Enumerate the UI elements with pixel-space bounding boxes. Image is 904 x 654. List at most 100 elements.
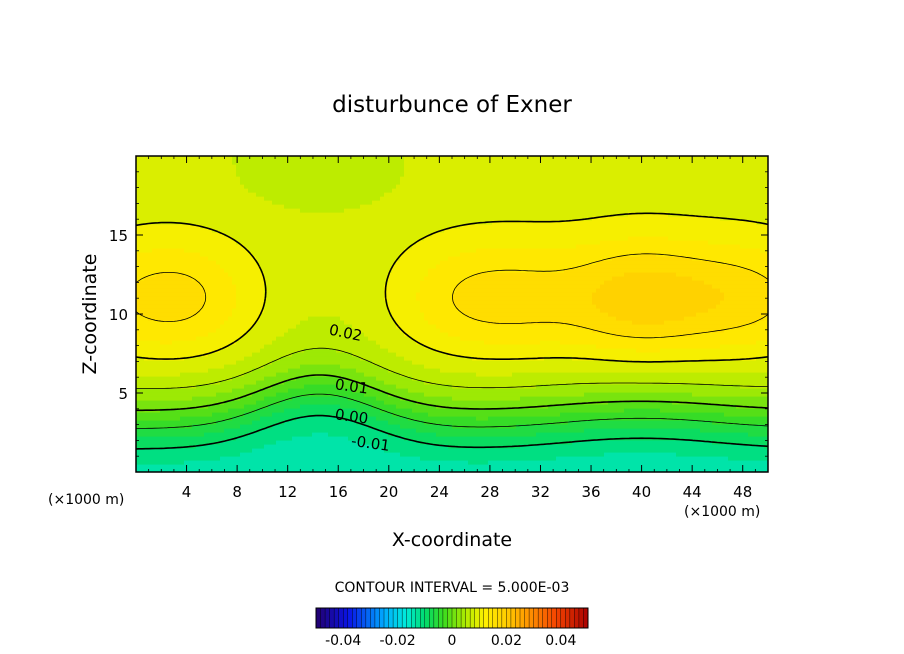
field-cell [380, 300, 385, 305]
field-cell [148, 456, 153, 461]
field-cell [188, 296, 193, 301]
field-cell [148, 236, 153, 241]
field-cell [332, 404, 337, 409]
field-cell [144, 452, 149, 457]
field-cell [160, 424, 165, 429]
field-cell [252, 280, 257, 285]
field-cell [292, 456, 297, 461]
field-cell [296, 396, 301, 401]
field-cell [260, 344, 265, 349]
field-cell [164, 192, 169, 197]
field-cell [324, 168, 329, 173]
field-cell [356, 188, 361, 193]
field-cell [304, 376, 309, 381]
field-cell [228, 408, 233, 413]
field-cell [284, 312, 289, 317]
field-cell [148, 436, 153, 441]
field-cell [164, 404, 169, 409]
field-cell [244, 164, 249, 169]
field-cell [176, 464, 181, 469]
field-cell [292, 276, 297, 281]
field-cell [232, 388, 237, 393]
field-cell [296, 436, 301, 441]
field-cell [196, 172, 201, 177]
field-cell [368, 172, 373, 177]
field-cell [304, 400, 309, 405]
field-cell [200, 320, 205, 325]
field-cell [252, 216, 257, 221]
field-cell [340, 448, 345, 453]
field-cell [316, 356, 321, 361]
field-cell [168, 360, 173, 365]
field-cell [224, 464, 229, 469]
field-cell [364, 332, 369, 337]
field-cell [232, 256, 237, 261]
field-cell [332, 340, 337, 345]
field-cell [232, 240, 237, 245]
field-cell [256, 320, 261, 325]
field-cell [304, 296, 309, 301]
field-cell [224, 328, 229, 333]
field-cell [312, 344, 317, 349]
field-cell [380, 204, 385, 209]
field-cell [248, 420, 253, 425]
field-cell [220, 292, 225, 297]
field-cell [200, 196, 205, 201]
field-cell [332, 240, 337, 245]
field-cell [200, 304, 205, 309]
field-cell [160, 240, 165, 245]
field-cell [380, 244, 385, 249]
field-cell [204, 248, 209, 253]
field-cell [192, 264, 197, 269]
field-cell [176, 224, 181, 229]
field-cell [264, 356, 269, 361]
field-cell [180, 364, 185, 369]
field-cell [196, 212, 201, 217]
field-cell [172, 268, 177, 273]
field-cell [300, 280, 305, 285]
field-cell [172, 344, 177, 349]
field-cell [248, 320, 253, 325]
field-cell [136, 368, 141, 373]
field-cell [380, 444, 385, 449]
field-cell [176, 372, 181, 377]
field-cell [300, 368, 305, 373]
field-cell [136, 316, 141, 321]
field-cell [280, 172, 285, 177]
field-cell [344, 272, 349, 277]
field-cell [136, 344, 141, 349]
field-cell [208, 296, 213, 301]
field-cell [160, 268, 165, 273]
field-cell [156, 436, 161, 441]
field-cell [308, 244, 313, 249]
field-cell [244, 340, 249, 345]
field-cell [240, 356, 245, 361]
field-cell [148, 268, 153, 273]
field-cell [320, 228, 325, 233]
field-cell [264, 452, 269, 457]
field-cell [264, 436, 269, 441]
field-cell [336, 336, 341, 341]
field-cell [228, 188, 233, 193]
field-cell [272, 420, 277, 425]
field-cell [144, 164, 149, 169]
field-cell [212, 248, 217, 253]
field-cell [316, 196, 321, 201]
field-cell [236, 192, 241, 197]
field-cell [200, 448, 205, 453]
field-cell [316, 264, 321, 269]
field-cell [260, 276, 265, 281]
field-cell [364, 192, 369, 197]
field-cell [368, 336, 373, 341]
field-cell [192, 164, 197, 169]
field-cell [268, 180, 273, 185]
field-cell [240, 392, 245, 397]
field-cell [284, 216, 289, 221]
field-cell [244, 216, 249, 221]
field-cell [136, 160, 141, 165]
field-cell [252, 336, 257, 341]
field-cell [332, 176, 337, 181]
field-cell [376, 192, 381, 197]
field-cell [324, 292, 329, 297]
field-cell [288, 292, 293, 297]
